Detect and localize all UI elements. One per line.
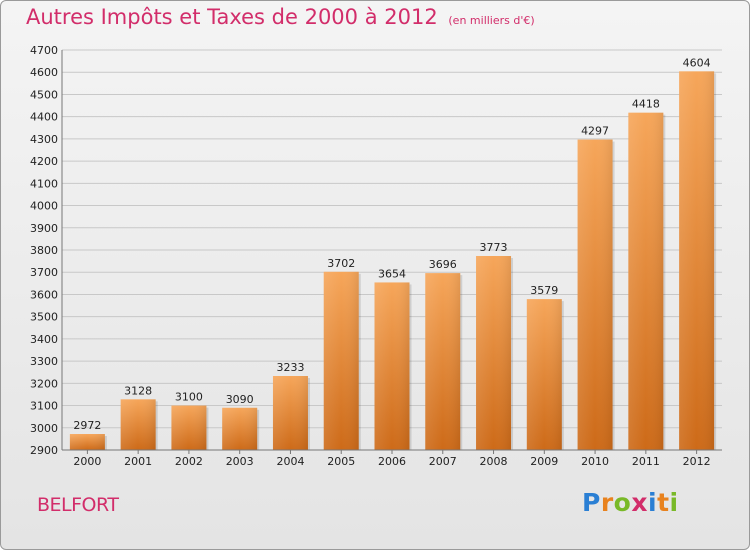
title-text: Autres Impôts et Taxes de 2000 à 2012 [26,5,438,29]
bar-highlight [526,299,562,450]
y-tick-label: 3500 [30,311,58,324]
data-label: 3654 [378,267,406,280]
data-label: 2972 [73,419,101,432]
data-label: 4604 [683,56,711,69]
y-tick-label: 3600 [30,288,58,301]
data-label: 3128 [124,384,152,397]
x-tick-label: 2004 [276,455,304,468]
y-tick-label: 3400 [30,333,58,346]
x-tick-label: 2005 [327,455,355,468]
y-tick-label: 3100 [30,400,58,413]
y-tick-label: 2900 [30,444,58,457]
data-label: 3233 [276,361,304,374]
data-label: 3696 [429,258,457,271]
logo-letter: r [600,488,614,517]
proxiti-logo[interactable]: Proxiti [582,488,679,517]
chart-subtitle: (en milliers d'€) [448,14,535,27]
y-axis: 2900 3000 3100 3200 3300 3400 3500 3600 3700 3800… [30,44,63,457]
logo-letter: o [613,488,632,517]
y-tick-label: 4100 [30,177,58,190]
x-tick-label: 2008 [480,455,508,468]
y-tick-label: 3000 [30,422,58,435]
x-tick-label: 2000 [73,455,101,468]
y-tick-label: 4500 [30,88,58,101]
bar-highlight [628,112,664,451]
bar-highlight [69,434,105,450]
logo-letter: P [582,488,601,517]
bar-highlight [272,376,308,450]
bar-highlight [577,139,613,451]
logo-letter: i [669,488,679,517]
y-tick-label: 4600 [30,66,58,79]
x-tick-label: 2002 [175,455,203,468]
data-label: 3100 [175,391,203,404]
data-label: 4418 [632,98,660,111]
place-name: BELFORT [37,494,119,516]
data-label: 3579 [530,284,558,297]
logo-letter: x [631,488,648,517]
y-tick-label: 4300 [30,133,58,146]
y-tick-label: 4000 [30,200,58,213]
logo-letter: t [657,488,670,517]
y-tick-label: 4400 [30,111,58,124]
logo-letter: i [648,488,658,517]
bar-highlight [171,405,207,450]
y-tick-label: 3300 [30,355,58,368]
data-label: 4297 [581,125,609,138]
bars: 2972 3128 3100 3090 3233 3702 3654 3696 3773 3579… [69,56,717,451]
bar-highlight [222,407,258,450]
data-label: 3702 [327,257,355,270]
x-axis: 2000 2001 2002 2003 2004 2005 2006 2007 2008 2009… [62,449,722,468]
x-tick-label: 2011 [632,455,660,468]
y-tick-label: 4700 [30,44,58,57]
bar-highlight [425,273,461,450]
x-tick-label: 2009 [530,455,558,468]
bar-highlight [374,282,410,450]
bar-highlight [679,71,715,450]
x-tick-label: 2012 [683,455,711,468]
bar-highlight [323,271,359,450]
x-tick-label: 2007 [429,455,457,468]
x-tick-label: 2010 [581,455,609,468]
y-tick-label: 3200 [30,377,58,390]
y-tick-label: 4200 [30,155,58,168]
data-label: 3090 [226,393,254,406]
chart-title: Autres Impôts et Taxes de 2000 à 2012 (e… [26,5,535,29]
y-tick-label: 3900 [30,222,58,235]
bar-highlight [120,399,156,450]
x-tick-label: 2003 [226,455,254,468]
data-label: 3773 [480,241,508,254]
y-tick-label: 3700 [30,266,58,279]
bar-highlight [476,256,512,450]
x-tick-label: 2006 [378,455,406,468]
x-tick-label: 2001 [124,455,152,468]
y-tick-label: 3800 [30,244,58,257]
